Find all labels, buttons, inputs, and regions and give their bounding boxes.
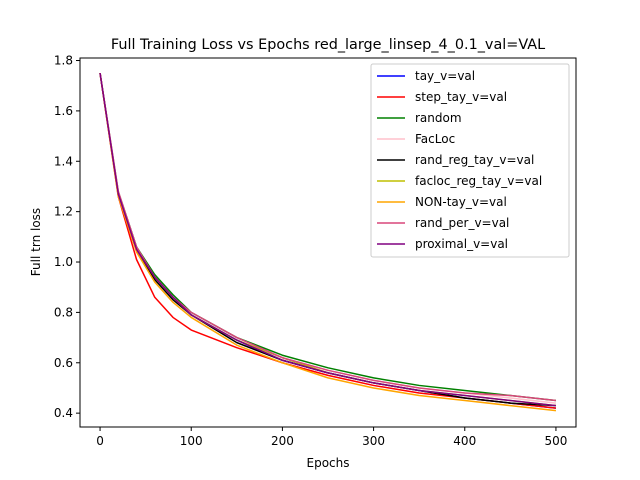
x-tick-label: 0 bbox=[96, 434, 104, 448]
series-line-8 bbox=[99, 72, 557, 407]
x-axis: 0 100 200 300 400 500 bbox=[96, 427, 567, 448]
y-tick-label: 0.4 bbox=[54, 406, 73, 420]
x-tick-label: 100 bbox=[180, 434, 203, 448]
y-tick-label: 1.8 bbox=[54, 54, 73, 68]
y-axis-label: Full trn loss bbox=[29, 208, 43, 276]
series-line-6 bbox=[99, 73, 557, 412]
y-tick-label: 1.6 bbox=[54, 104, 73, 118]
y-tick-label: 1.2 bbox=[54, 205, 73, 219]
legend-label: FacLoc bbox=[415, 132, 455, 146]
legend-label: rand_per_v=val bbox=[415, 216, 509, 230]
plot-area bbox=[79, 57, 577, 428]
x-tick-label: 300 bbox=[362, 434, 385, 448]
x-axis-label: Epochs bbox=[307, 456, 350, 470]
x-tick-label: 200 bbox=[271, 434, 294, 448]
legend-frame bbox=[370, 63, 570, 258]
legend-label: random bbox=[415, 111, 462, 125]
legend-label: tay_v=val bbox=[415, 69, 475, 83]
y-tick-label: 0.6 bbox=[54, 356, 73, 370]
legend-label: facloc_reg_tay_v=val bbox=[415, 174, 542, 188]
legend-label: rand_reg_tay_v=val bbox=[415, 153, 534, 167]
series-lines bbox=[99, 72, 557, 412]
y-tick-label: 1.0 bbox=[54, 255, 73, 269]
legend-label: NON-tay_v=val bbox=[415, 195, 507, 209]
chart-title: Full Training Loss vs Epochs red_large_l… bbox=[111, 37, 545, 53]
x-tick-label: 500 bbox=[544, 434, 567, 448]
series-line-7 bbox=[99, 72, 557, 402]
x-tick-label: 400 bbox=[453, 434, 476, 448]
y-tick-label: 0.8 bbox=[54, 305, 73, 319]
plot-frame bbox=[79, 57, 577, 428]
legend-label: proximal_v=val bbox=[415, 237, 508, 251]
y-tick-label: 1.4 bbox=[54, 154, 73, 168]
y-axis: 0.4 0.6 0.8 1.0 1.2 1.4 1.6 1.8 bbox=[54, 54, 80, 420]
legend-label: step_tay_v=val bbox=[415, 90, 507, 104]
